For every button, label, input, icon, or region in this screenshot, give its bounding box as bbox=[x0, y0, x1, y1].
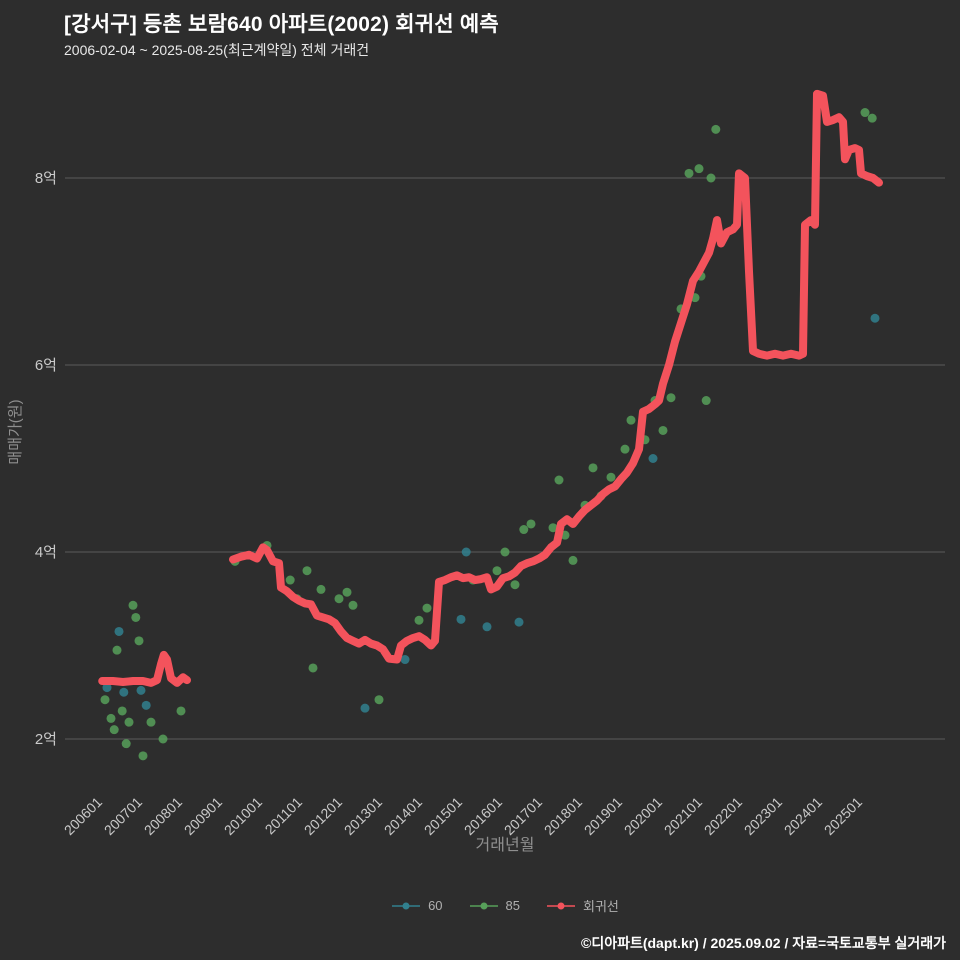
legend-marker-60-icon bbox=[392, 902, 421, 909]
credit-text: ©디아파트(dapt.kr) / 2025.09.02 / 자료=국토교통부 실… bbox=[581, 935, 946, 951]
svg-text:200601: 200601 bbox=[61, 794, 105, 838]
legend-label-60: 60 bbox=[428, 898, 443, 913]
series-85 bbox=[100, 108, 877, 761]
legend-item-60[interactable]: 60 bbox=[391, 898, 443, 913]
svg-text:202401: 202401 bbox=[781, 794, 825, 838]
svg-text:4억: 4억 bbox=[35, 544, 57, 561]
series-회귀선 bbox=[98, 89, 883, 687]
svg-text:201801: 201801 bbox=[541, 794, 585, 838]
svg-text:202301: 202301 bbox=[741, 794, 785, 838]
legend-marker-85-icon bbox=[469, 902, 498, 909]
svg-text:201501: 201501 bbox=[421, 794, 465, 838]
svg-text:202501: 202501 bbox=[821, 794, 865, 838]
svg-text:200901: 200901 bbox=[181, 794, 225, 838]
svg-text:202201: 202201 bbox=[701, 794, 745, 838]
svg-text:200801: 200801 bbox=[141, 794, 185, 838]
svg-text:201001: 201001 bbox=[221, 794, 265, 838]
svg-text:2억: 2억 bbox=[35, 731, 57, 748]
svg-text:201201: 201201 bbox=[301, 794, 345, 838]
svg-text:201601: 201601 bbox=[461, 794, 505, 838]
series-60 bbox=[102, 313, 880, 713]
svg-text:202001: 202001 bbox=[621, 794, 665, 838]
svg-text:201701: 201701 bbox=[501, 794, 545, 838]
y-axis-title: 매매가(원) bbox=[7, 399, 24, 464]
legend-item-regression[interactable]: 회귀선 bbox=[546, 896, 619, 915]
svg-text:6억: 6억 bbox=[35, 357, 57, 374]
gridlines: 2억 4억 6억 8억 bbox=[35, 170, 945, 748]
svg-text:202101: 202101 bbox=[661, 794, 705, 838]
x-axis-title: 거래년월 bbox=[476, 836, 535, 854]
legend-label-regression: 회귀선 bbox=[583, 899, 619, 914]
page-title: [강서구] 등촌 보람640 아파트(2002) 회귀선 예측 bbox=[64, 13, 499, 36]
svg-text:8억: 8억 bbox=[35, 170, 57, 187]
svg-text:201901: 201901 bbox=[581, 794, 625, 838]
x-axis-ticks: 2006012007012008012009012010012011012012… bbox=[61, 794, 865, 838]
legend-label-85: 85 bbox=[505, 898, 521, 913]
svg-text:201401: 201401 bbox=[381, 794, 425, 838]
chart-legend: 60 85 회귀선 bbox=[65, 896, 945, 915]
page-subtitle: 2006-02-04 ~ 2025-08-25(최근계약일) 전체 거래건 bbox=[64, 42, 370, 58]
svg-text:201301: 201301 bbox=[341, 794, 385, 838]
svg-text:200701: 200701 bbox=[101, 794, 145, 838]
svg-text:201101: 201101 bbox=[262, 794, 306, 838]
legend-item-85[interactable]: 85 bbox=[469, 898, 520, 913]
legend-marker-regression-icon bbox=[547, 902, 576, 909]
